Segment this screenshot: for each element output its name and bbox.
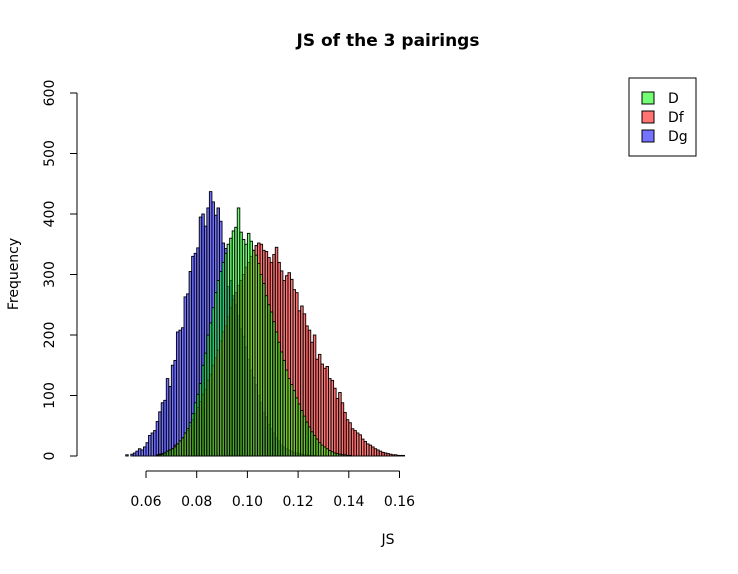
x-tick-label: 0.16 [384,494,415,510]
x-tick-label: 0.10 [232,494,263,510]
x-tick-label: 0.08 [181,494,212,510]
y-tick-label: 0 [42,452,58,461]
y-tick-label: 400 [42,201,58,228]
x-tick-label: 0.12 [283,494,314,510]
y-tick-label: 600 [42,80,58,107]
legend-swatch-D [641,91,655,105]
y-tick-label: 500 [42,140,58,167]
bar-D [348,454,352,457]
legend: D Df Dg [628,77,697,157]
legend-label-D: D [668,91,679,107]
bars-group [125,191,406,457]
y-tick-label: 300 [42,261,58,288]
x-axis-label: JS [380,532,394,548]
bar-Dg [125,454,129,457]
y-axis-label: Frequency [6,238,22,310]
legend-label-Dg: Dg [668,129,688,145]
y-tick-label: 100 [42,382,58,409]
series-D-bars [155,207,352,457]
chart-title: JS of the 3 pairings [296,31,480,51]
x-tick-label: 0.14 [333,494,364,510]
bar-Df [401,454,406,457]
x-tick-label: 0.06 [130,494,161,510]
legend-swatch-Dg [641,129,655,143]
legend-label-Df: Df [668,110,685,126]
legend-swatch-Df [641,110,655,124]
y-tick-label: 200 [42,322,58,349]
legend-box [628,77,697,157]
axes-group: 0.06 0.08 0.10 0.12 0.14 0.16 0 100 200 300 400 500… [42,80,415,510]
